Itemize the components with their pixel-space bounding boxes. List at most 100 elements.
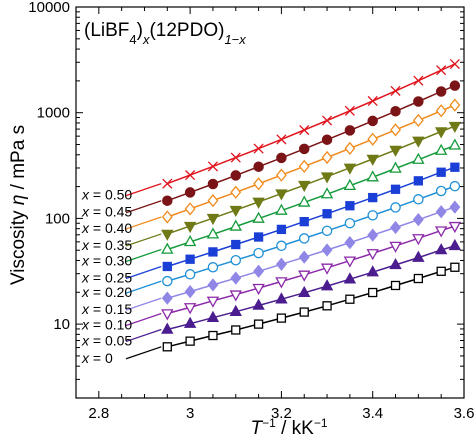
data-point	[206, 227, 220, 239]
axis-layer: 2.8 3 3.2 3.4 3.6 10 100 1000 10000	[28, 0, 474, 422]
data-point	[275, 277, 288, 289]
data-point	[389, 241, 402, 253]
data-point	[368, 287, 378, 298]
data-point	[366, 170, 379, 182]
series-label-leader	[125, 297, 162, 311]
data-point	[321, 243, 333, 257]
data-point	[321, 134, 333, 145]
series-group	[162, 180, 461, 287]
data-point	[390, 280, 401, 291]
x-tick-label: 2.8	[88, 405, 109, 422]
data-point	[299, 124, 310, 136]
data-point	[366, 265, 379, 277]
data-point	[253, 319, 264, 329]
data-point	[276, 224, 287, 235]
series-label: x = 0.15	[81, 301, 132, 317]
data-point	[321, 225, 333, 237]
data-point	[183, 221, 197, 234]
data-point	[343, 163, 357, 175]
series-label: x = 0.25	[81, 269, 132, 285]
data-point	[320, 279, 334, 291]
data-point	[413, 96, 424, 107]
series-label: x = 0.20	[81, 284, 132, 300]
series-label: x = 0.35	[81, 237, 132, 253]
data-point	[253, 232, 264, 242]
data-point	[412, 234, 425, 246]
series-label-leader	[125, 216, 162, 230]
data-point	[389, 257, 402, 270]
series-label-leader	[125, 265, 162, 280]
data-point	[448, 221, 462, 234]
series-label: x = 0.50	[81, 187, 132, 203]
data-point	[413, 176, 424, 186]
data-point	[367, 132, 379, 146]
data-point	[252, 197, 265, 209]
data-point	[449, 180, 461, 192]
data-point	[413, 75, 424, 86]
data-point	[412, 250, 425, 262]
data-point	[298, 270, 311, 282]
data-point	[436, 167, 446, 177]
data-point	[448, 121, 462, 134]
data-point	[184, 269, 196, 280]
data-point	[183, 316, 197, 328]
data-point	[230, 170, 242, 181]
data-point	[162, 275, 173, 287]
x-tick-label: 3.4	[362, 405, 383, 422]
data-point	[208, 247, 218, 257]
data-point	[390, 123, 401, 137]
series-group	[161, 98, 461, 224]
data-point	[207, 278, 219, 292]
y-axis-title: Viscosity η / mPa s	[8, 125, 29, 285]
data-point	[449, 200, 461, 214]
data-point	[436, 65, 447, 76]
plot-frame	[75, 6, 465, 399]
series-label-layer: x = 0x = 0.05x = 0.10x = 0.15x = 0.20x =…	[81, 183, 162, 366]
data-point	[184, 202, 196, 216]
data-point	[252, 211, 265, 223]
series-label-leader	[125, 280, 162, 294]
data-point	[345, 201, 355, 211]
data-point	[185, 170, 196, 181]
series-group	[162, 162, 460, 272]
data-point	[275, 292, 288, 304]
data-point	[320, 172, 334, 184]
data-point	[253, 143, 264, 154]
data-point	[390, 220, 401, 235]
data-point	[162, 261, 172, 272]
data-point	[253, 177, 265, 191]
series-label: x = 0	[81, 350, 113, 366]
data-point	[275, 203, 288, 215]
data-point	[343, 256, 357, 268]
data-point	[229, 205, 242, 218]
data-point	[412, 213, 424, 227]
series-group	[162, 58, 460, 189]
data-point	[161, 229, 174, 241]
data-point	[322, 301, 332, 311]
series-group	[161, 138, 462, 254]
data-point	[450, 162, 460, 172]
data-point	[344, 125, 356, 136]
data-point	[448, 238, 462, 251]
series-group	[161, 238, 462, 334]
data-point	[185, 254, 195, 264]
data-point	[389, 145, 402, 157]
data-point	[322, 209, 332, 219]
series-line	[167, 63, 456, 185]
data-point	[298, 180, 311, 193]
data-point	[344, 217, 356, 229]
data-point	[390, 106, 401, 117]
data-point	[161, 291, 173, 305]
data-point	[276, 313, 287, 323]
series-label: x = 0.40	[81, 220, 132, 236]
data-point	[320, 187, 334, 199]
data-point	[366, 154, 379, 166]
data-point	[344, 141, 356, 156]
data-point	[448, 138, 462, 150]
data-point	[207, 194, 219, 208]
y-tick-label: 1000	[37, 105, 70, 122]
data-point	[161, 322, 174, 334]
data-point	[367, 228, 379, 242]
data-point	[435, 104, 447, 118]
